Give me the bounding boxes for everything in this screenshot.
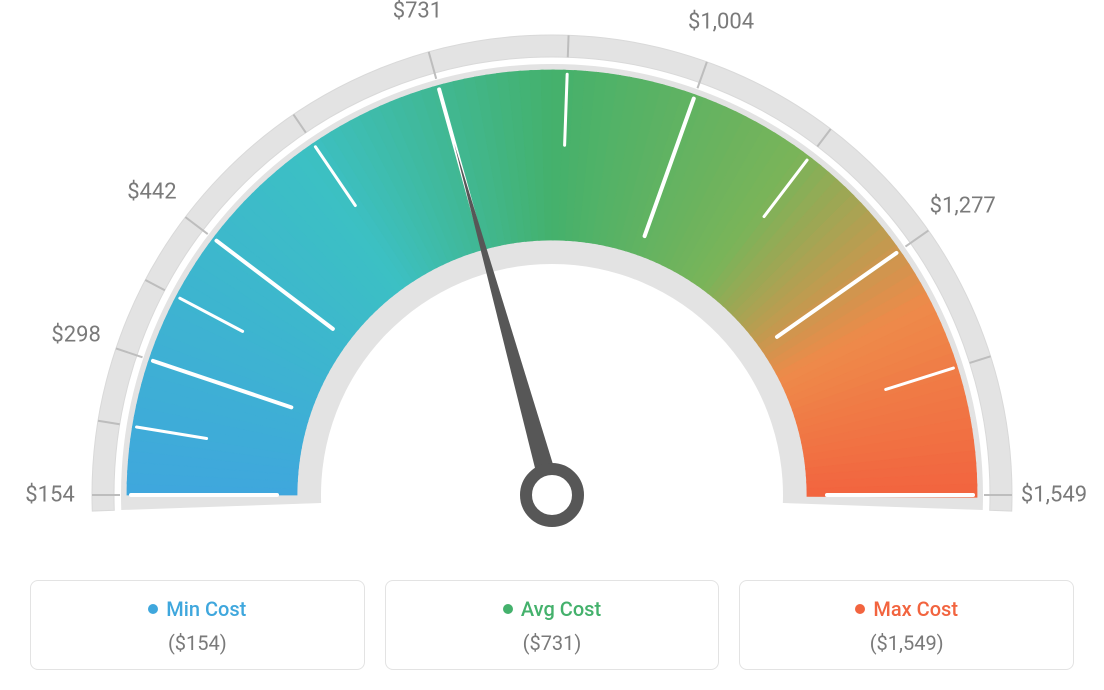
tick-label: $154 [25,483,74,508]
legend-card-avg: Avg Cost ($731) [385,580,720,670]
legend-dot-avg [503,604,513,614]
tick-label: $731 [393,0,442,24]
tick-label: $1,277 [930,194,996,219]
legend-title-max: Max Cost [855,597,958,621]
legend-label-avg: Avg Cost [521,597,601,621]
legend-card-max: Max Cost ($1,549) [739,580,1074,670]
legend-row: Min Cost ($154) Avg Cost ($731) Max Cost… [30,580,1074,670]
legend-value-avg: ($731) [396,631,709,655]
legend-title-avg: Avg Cost [503,597,601,621]
legend-label-min: Min Cost [166,597,246,621]
legend-card-min: Min Cost ($154) [30,580,365,670]
legend-dot-max [855,604,865,614]
gauge-svg [0,0,1104,560]
tick-label: $1,004 [688,10,754,35]
gauge: $154 $298 $442 $731 $1,004 $1,277 $1,549 [0,0,1104,560]
legend-label-max: Max Cost [873,597,958,621]
tick-label: $1,549 [1021,483,1087,508]
legend-dot-min [148,604,158,614]
tick-label: $298 [51,323,100,348]
legend-title-min: Min Cost [148,597,246,621]
chart-container: $154 $298 $442 $731 $1,004 $1,277 $1,549 Min C… [0,0,1104,690]
legend-value-min: ($154) [41,631,354,655]
tick-label: $442 [127,179,176,204]
legend-value-max: ($1,549) [750,631,1063,655]
